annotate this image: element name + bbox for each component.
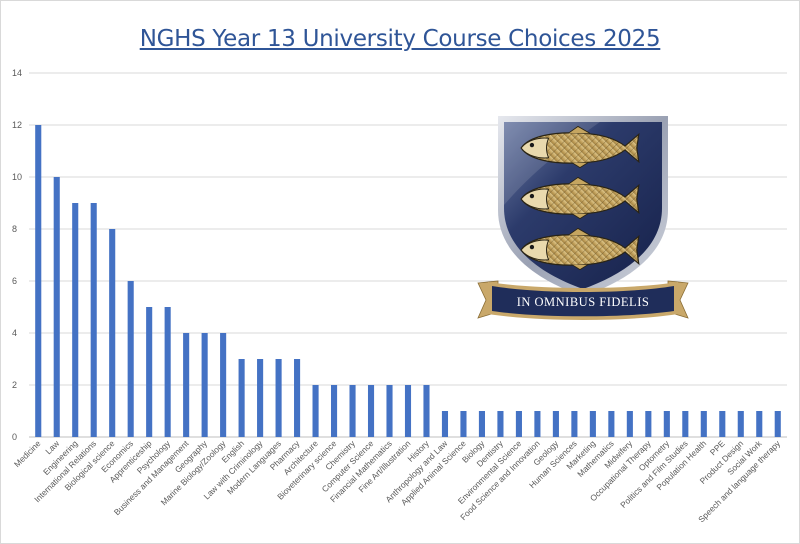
bar [220, 333, 227, 437]
bar [146, 307, 153, 437]
bar [534, 411, 541, 437]
bar [386, 385, 393, 437]
bar [294, 359, 301, 437]
y-tick-label: 4 [12, 328, 17, 338]
bar [571, 411, 578, 437]
bar [275, 359, 282, 437]
bar [552, 411, 559, 437]
bar [404, 385, 412, 437]
bar [441, 411, 449, 437]
bar [700, 411, 707, 437]
y-tick-label: 0 [12, 432, 17, 442]
bar [72, 203, 79, 437]
bar [53, 177, 60, 437]
bar [127, 281, 134, 437]
bar [756, 411, 763, 437]
bar [515, 411, 522, 437]
y-tick-label: 8 [12, 224, 17, 234]
bar [183, 333, 190, 437]
bar [682, 411, 689, 437]
bar [238, 359, 245, 437]
bar [774, 411, 781, 437]
bar [737, 411, 744, 437]
bar [330, 385, 338, 437]
crest-motto: IN OMNIBUS FIDELIS [517, 295, 650, 309]
bar [626, 411, 633, 437]
bar [164, 307, 171, 437]
bar [312, 385, 319, 437]
y-tick-label: 14 [12, 68, 22, 78]
bar [478, 411, 486, 437]
x-category-label: Medicine [12, 438, 43, 469]
bar [497, 411, 504, 437]
bar [90, 203, 97, 437]
bar [257, 359, 264, 437]
bar [109, 229, 116, 437]
bar [589, 411, 596, 437]
bar [645, 411, 652, 437]
bar [35, 125, 42, 437]
y-tick-label: 12 [12, 120, 22, 130]
y-tick-label: 2 [12, 380, 17, 390]
y-tick-label: 10 [12, 172, 22, 182]
bar [423, 385, 430, 437]
bar [201, 333, 208, 437]
bar [460, 411, 467, 437]
bar [349, 385, 356, 437]
bar [367, 385, 375, 437]
bar [719, 411, 726, 437]
bar [608, 411, 615, 437]
chart-title: NGHS Year 13 University Course Choices 2… [139, 26, 661, 52]
bar [663, 411, 670, 437]
y-tick-label: 6 [12, 276, 17, 286]
school-crest-logo: IN OMNIBUS FIDELIS [477, 116, 689, 320]
